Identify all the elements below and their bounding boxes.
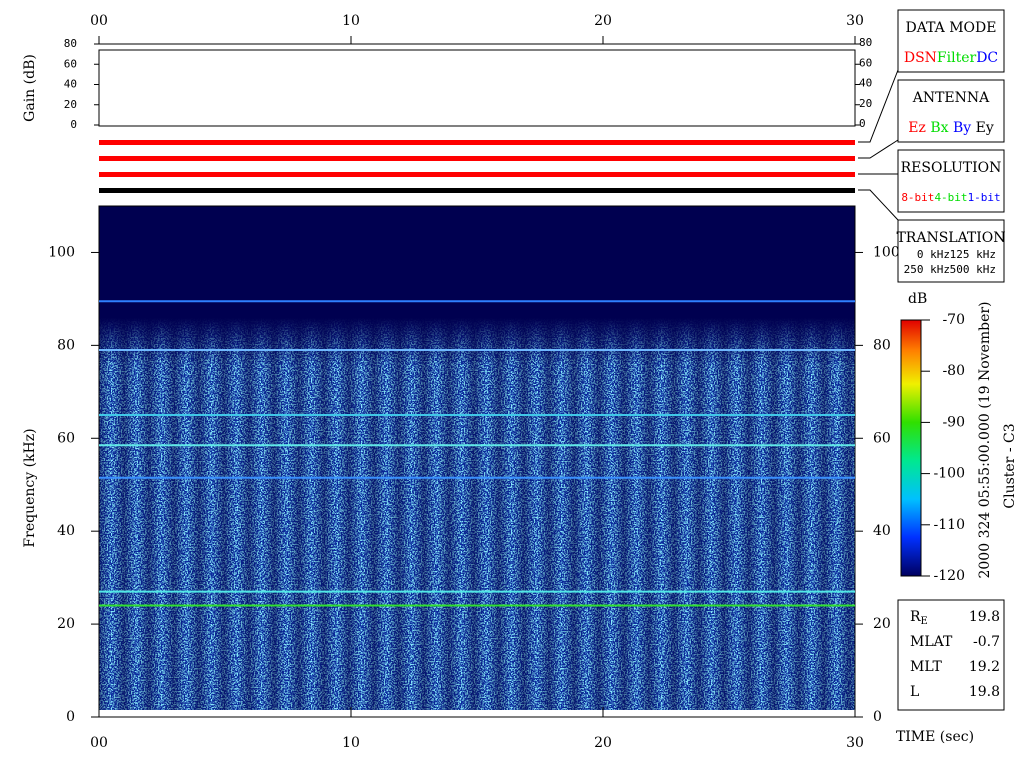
x-tick-label: 30 — [846, 735, 864, 751]
mode-title: RESOLUTION — [901, 160, 1002, 176]
orbit-value: -0.7 — [973, 634, 1000, 650]
y-tick-label: 20 — [57, 616, 75, 632]
y-tick-label: 80 — [57, 337, 75, 353]
gain-tick-label: 20 — [64, 98, 77, 111]
colorbar-tick-label: -120 — [934, 568, 965, 584]
orbit-box — [897, 599, 1005, 711]
orbit-label: L — [910, 684, 919, 700]
gain-tick-label: 0 — [70, 118, 77, 131]
orbit-value: 19.8 — [969, 609, 1000, 625]
spectrogram — [99, 206, 855, 710]
colorbar-tick-label: -90 — [942, 414, 965, 430]
x-tick-label: 20 — [594, 735, 612, 751]
orbit-label: MLAT — [910, 634, 953, 650]
orbit-label: MLT — [910, 659, 942, 675]
x-tick-label: 00 — [90, 13, 108, 29]
gain-tick-label: 60 — [859, 56, 872, 69]
colorbar-tick-label: -70 — [942, 312, 965, 328]
mode-item: DSN — [904, 50, 937, 66]
mode-item: Ez — [908, 120, 926, 136]
mode-box — [897, 219, 1005, 283]
y-tick-label: 40 — [873, 523, 891, 539]
orbit-value: 19.2 — [969, 659, 1000, 675]
y-tick-label: 60 — [873, 430, 891, 446]
orbit-sub: E — [921, 616, 928, 627]
mode-box — [897, 149, 1005, 213]
caption: Cluster - C3 — [1002, 423, 1018, 508]
mode-item: DC — [976, 50, 998, 66]
y-tick-label: 40 — [57, 523, 75, 539]
gain-tick-label: 80 — [859, 36, 872, 49]
gain-tick-label: 80 — [64, 37, 77, 50]
mode-item: 250 kHz — [904, 263, 950, 276]
mode-item: Bx — [930, 120, 948, 136]
mode-item: 4-bit — [934, 191, 967, 204]
mode-title: ANTENNA — [912, 90, 990, 106]
gain-tick-label: 0 — [859, 117, 866, 130]
mode-line: DSNFilterDC — [904, 50, 998, 66]
mode-box — [897, 9, 1005, 73]
y-tick-label: 20 — [873, 616, 891, 632]
mode-title: DATA MODE — [906, 20, 997, 36]
x-axis-label: TIME (sec) — [896, 729, 974, 745]
orbit-label: MLT — [910, 659, 942, 675]
orbit-value: 19.8 — [969, 684, 1000, 700]
colorbar-tick-label: -80 — [942, 363, 965, 379]
gain-tick-label: 20 — [859, 97, 872, 110]
y-tick-label: 100 — [873, 244, 900, 260]
mode-box — [897, 79, 1005, 143]
mode-item: By — [953, 120, 971, 136]
gain-frame — [98, 49, 856, 127]
x-tick-label: 00 — [90, 735, 108, 751]
colorbar — [900, 319, 922, 577]
gain-tick-label: 60 — [64, 57, 77, 70]
mode-item: 1-bit — [968, 191, 1001, 204]
mode-title: TRANSLATION — [896, 230, 1005, 246]
x-tick-label: 10 — [342, 13, 360, 29]
plot-frame — [98, 205, 856, 718]
gain-tick-label: 40 — [64, 78, 77, 91]
x-tick-label: 10 — [342, 735, 360, 751]
mode-item: Filter — [937, 50, 977, 66]
orbit-label: L — [910, 684, 919, 700]
y-tick-label: 0 — [66, 709, 75, 725]
caption: 2000 324 05:55:00.000 (19 November) — [977, 301, 993, 578]
x-tick-label: 20 — [594, 13, 612, 29]
y-tick-label: 100 — [48, 244, 75, 260]
gain-label: Gain (dB) — [22, 54, 38, 122]
mode-line: Ez Bx By Ey — [908, 120, 994, 136]
mode-item: 125 kHz — [950, 248, 996, 261]
mode-item: 500 kHz — [950, 263, 996, 276]
mode-item: 0 kHz — [917, 248, 950, 261]
y-tick-label: 0 — [873, 709, 882, 725]
mode-line: 8-bit4-bit1-bit — [901, 191, 1000, 204]
colorbar-tick-label: -110 — [934, 517, 965, 533]
colorbar-tick-label: -100 — [934, 466, 965, 482]
orbit-label: MLAT — [910, 634, 953, 650]
y-tick-label: 60 — [57, 430, 75, 446]
x-tick-label: 30 — [846, 13, 864, 29]
orbit-label: R — [910, 609, 921, 625]
orbit-label: RE — [910, 609, 928, 627]
y-tick-label: 80 — [873, 337, 891, 353]
y-axis-label: Frequency (kHz) — [22, 428, 38, 547]
gain-tick-label: 40 — [859, 77, 872, 90]
colorbar-label: dB — [908, 291, 927, 307]
mode-item: 8-bit — [901, 191, 934, 204]
status-bars — [99, 69, 899, 221]
mode-item: Ey — [976, 120, 994, 136]
